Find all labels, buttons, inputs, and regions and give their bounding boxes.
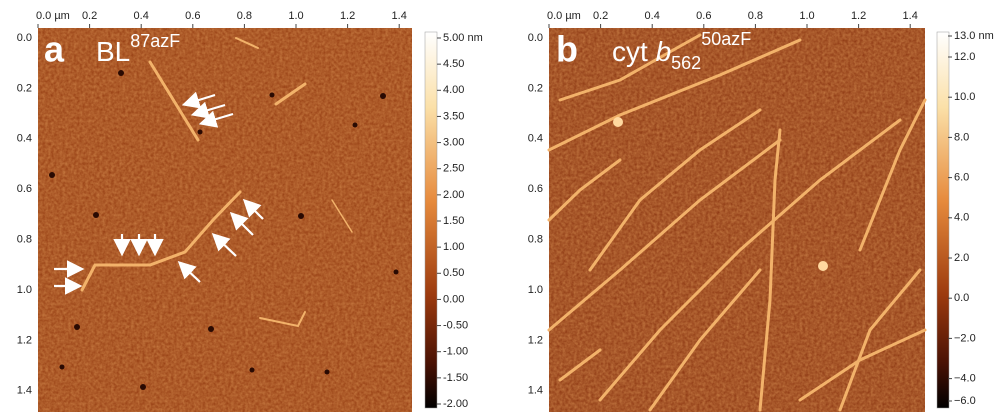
colorbar-tick-label: 2.00 — [443, 189, 464, 201]
y-tick-label: 0.4 — [17, 133, 32, 145]
colorbar-tick-label: 0.0 — [954, 292, 969, 304]
colorbar-tick-label: 4.50 — [443, 58, 464, 70]
colorbar-tick-label: 0.00 — [443, 293, 464, 305]
x-tick-label: 0.4 — [645, 10, 660, 22]
panel-label: b — [556, 29, 578, 70]
y-tick-label: 0.2 — [528, 82, 543, 94]
y-tick-label: 1.0 — [17, 284, 32, 296]
colorbar — [937, 32, 949, 408]
y-tick-label: 1.2 — [17, 334, 32, 346]
colorbar-tick-label: 6.0 — [954, 172, 969, 184]
colorbar-tick-label: -1.50 — [443, 372, 468, 384]
colorbar-tick-label: 2.0 — [954, 252, 969, 264]
colorbar-tick-label: −4.0 — [954, 373, 976, 385]
colorbar-tick-label: 12.0 — [954, 51, 975, 63]
afm-image-b — [549, 28, 925, 412]
y-tick-label: 1.4 — [17, 385, 32, 397]
x-tick-label: 0.6 — [696, 10, 711, 22]
x-tick-label: 0.2 — [593, 10, 608, 22]
colorbar-tick-label: 13.0 nm — [954, 30, 994, 42]
x-tick-label: 0.6 — [185, 10, 200, 22]
x-tick-label: 1.2 — [340, 10, 355, 22]
colorbar-tick-label: 3.00 — [443, 136, 464, 148]
x-tick-label: 0.8 — [237, 10, 252, 22]
colorbar-tick-label: 4.0 — [954, 212, 969, 224]
y-tick-label: 0.4 — [528, 133, 543, 145]
x-tick-label: 1.0 — [288, 10, 303, 22]
y-tick-label: 0.8 — [528, 234, 543, 246]
x-tick-label: 1.4 — [392, 10, 407, 22]
colorbar — [425, 32, 437, 408]
x-tick-label: 0.8 — [748, 10, 763, 22]
x-tick-label: 1.4 — [903, 10, 918, 22]
x-tick-label: 0.0 µm — [36, 10, 70, 22]
colorbar-tick-label: 1.00 — [443, 241, 464, 253]
panel-label: a — [44, 29, 65, 70]
colorbar-tick-label: 4.00 — [443, 84, 464, 96]
colorbar-tick-label: -2.00 — [443, 398, 468, 410]
x-tick-label: 0.0 µm — [547, 10, 581, 22]
y-tick-label: 0.2 — [17, 82, 32, 94]
colorbar-tick-label: 1.50 — [443, 215, 464, 227]
colorbar-tick-label: 0.50 — [443, 267, 464, 279]
x-tick-label: 1.0 — [799, 10, 814, 22]
y-tick-label: 1.0 — [528, 284, 543, 296]
x-tick-label: 0.4 — [134, 10, 149, 22]
y-tick-label: 0.6 — [17, 183, 32, 195]
y-tick-label: 0.6 — [528, 183, 543, 195]
colorbar-tick-label: 10.0 — [954, 91, 975, 103]
colorbar-tick-label: 3.50 — [443, 110, 464, 122]
colorbar-tick-label: 5.00 nm — [443, 32, 483, 44]
colorbar-tick-label: −6.0 — [954, 395, 976, 407]
y-tick-label: 0.8 — [17, 234, 32, 246]
afm-image-a — [38, 28, 412, 412]
colorbar-tick-label: 8.0 — [954, 131, 969, 143]
figure: a BL87azF b cyt b56250azF 0.0 µm0.20.40.… — [0, 0, 1003, 412]
colorbar-tick-label: 2.50 — [443, 163, 464, 175]
y-tick-label: 0.0 — [528, 32, 543, 44]
y-tick-label: 1.2 — [528, 334, 543, 346]
y-tick-label: 0.0 — [17, 32, 32, 44]
colorbar-tick-label: -1.00 — [443, 346, 468, 358]
colorbar-tick-label: −2.0 — [954, 332, 976, 344]
x-tick-label: 0.2 — [82, 10, 97, 22]
x-tick-label: 1.2 — [851, 10, 866, 22]
y-tick-label: 1.4 — [528, 385, 543, 397]
colorbar-tick-label: -0.50 — [443, 319, 468, 331]
